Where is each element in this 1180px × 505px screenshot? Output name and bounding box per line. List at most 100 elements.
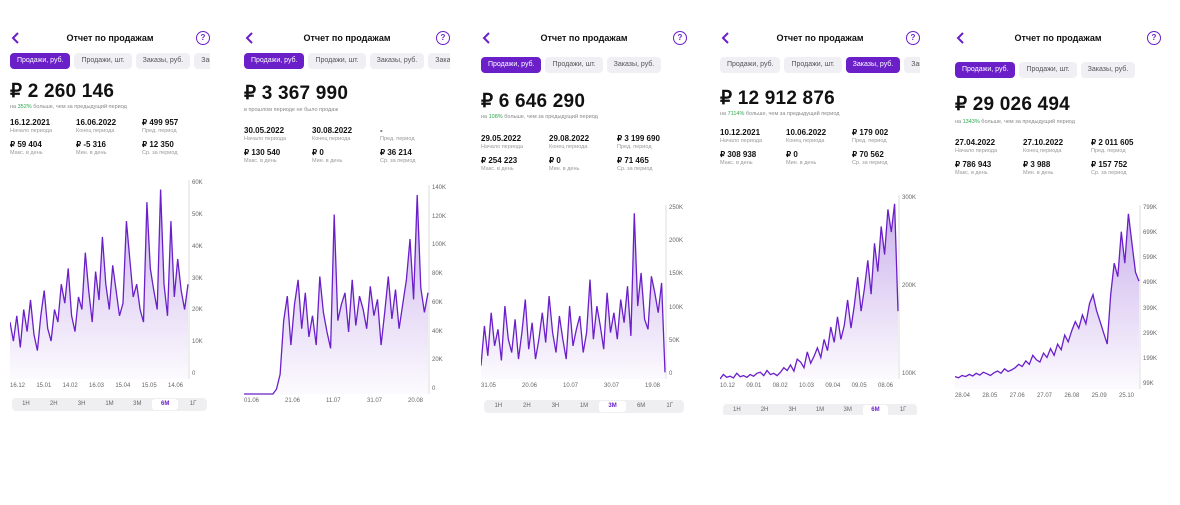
y-tick-label: 50K xyxy=(192,211,203,218)
stat-value: 29.05.2022 xyxy=(481,134,522,143)
period-6[interactable]: 6М xyxy=(862,405,889,415)
x-tick-label: 27.06 xyxy=(1009,393,1025,399)
tab-1[interactable]: Продажи, руб. xyxy=(244,53,305,69)
help-icon[interactable]: ? xyxy=(1147,31,1161,45)
x-tick-label: 26.08 xyxy=(1064,393,1080,399)
stat-1: 30.05.2022 Начало периода xyxy=(244,126,286,142)
tab-1[interactable]: Продажи, руб. xyxy=(481,57,542,73)
page-title: Отчет по продажам xyxy=(1014,33,1102,43)
tab-1[interactable]: Продажи, руб. xyxy=(955,62,1016,78)
period-6[interactable]: 6М xyxy=(152,399,179,410)
period-3[interactable]: 3Н xyxy=(551,403,560,409)
screen-4: Отчет по продажам ? Продажи, руб. Продажи… xyxy=(720,30,920,415)
stat-value: ₽ 12 350 xyxy=(142,140,174,149)
comparison-text: на 108% больше, чем за предыдущий период xyxy=(481,114,598,120)
period-6[interactable]: 6М xyxy=(636,403,646,409)
metric-tabs: Продажи, руб. Продажи, шт. Заказы, руб. xyxy=(481,57,665,73)
back-arrow-icon[interactable] xyxy=(955,31,969,45)
metric-tabs: Продажи, руб.Продажи, шт.Заказы, руб.Зак… xyxy=(10,53,210,69)
comparison-text: на 352% больше, чем за предыдущий период xyxy=(10,104,127,110)
help-icon[interactable]: ? xyxy=(673,31,687,45)
stat-5: ₽ 0 Мин. в день xyxy=(549,156,579,172)
tab-4[interactable]: Заказы, шт. xyxy=(428,53,450,69)
period-1[interactable]: 1Н xyxy=(22,401,30,407)
period-3[interactable]: 3Н xyxy=(788,407,797,413)
x-tick-label: 28.04 xyxy=(955,393,971,399)
period-1[interactable]: 1Н xyxy=(733,407,741,413)
stat-3: ₽ 499 957 Пред. период xyxy=(142,118,178,134)
header: Отчет по продажам ? xyxy=(10,30,210,48)
page-title: Отчет по продажам xyxy=(66,33,154,43)
stat-label: Ср. за период xyxy=(1091,170,1127,176)
x-tick-label: 09.04 xyxy=(825,383,841,389)
period-7[interactable]: 1Г xyxy=(666,403,673,409)
y-tick-label: 699K xyxy=(1143,230,1158,237)
help-icon[interactable]: ? xyxy=(196,31,210,45)
stat-label: Конец периода xyxy=(786,138,825,144)
back-arrow-icon[interactable] xyxy=(720,31,734,45)
stat-2: 16.06.2022 Конец периода xyxy=(76,118,116,134)
stat-4: ₽ 308 938 Макс. в день xyxy=(720,150,756,166)
area-fill xyxy=(955,213,1139,389)
tab-1[interactable]: Продажи, руб. xyxy=(720,57,781,73)
x-tick-label: 27.07 xyxy=(1037,393,1053,399)
y-tick-label: 799K xyxy=(1143,205,1158,211)
tab-3[interactable]: Заказы, руб. xyxy=(845,57,901,73)
stat-value: 10.06.2022 xyxy=(786,128,827,137)
tab-3[interactable]: Заказы, руб. xyxy=(369,53,425,69)
screen-2: Отчет по продажам ? Продажи, руб. Продажи… xyxy=(244,30,450,415)
area-fill xyxy=(481,213,665,379)
x-tick-label: 31.07 xyxy=(367,398,383,404)
y-tick-label: 0 xyxy=(669,371,673,377)
stat-label: Конец периода xyxy=(1023,148,1062,154)
x-tick-label: 16.03 xyxy=(89,383,105,389)
period-selector: 1Н 2Н 3Н 1М 3М 6М 1Г xyxy=(723,404,917,415)
tab-4[interactable]: Заказы, шт. xyxy=(904,57,920,73)
period-7[interactable]: 1Г xyxy=(189,401,197,407)
tab-2[interactable]: Продажи, шт. xyxy=(545,57,603,73)
period-5[interactable]: 3М xyxy=(599,401,626,412)
help-icon[interactable]: ? xyxy=(436,31,450,45)
y-tick-label: 199K xyxy=(1143,355,1158,362)
tab-2[interactable]: Продажи, шт. xyxy=(1019,62,1077,78)
x-tick-label: 25.10 xyxy=(1119,393,1135,399)
tab-2[interactable]: Продажи, шт. xyxy=(308,53,366,69)
period-2[interactable]: 2Н xyxy=(49,401,58,407)
page-title: Отчет по продажам xyxy=(303,33,391,43)
period-5[interactable]: 3М xyxy=(133,401,142,407)
tab-3[interactable]: Заказы, руб. xyxy=(135,53,191,69)
period-4[interactable]: 1М xyxy=(579,403,589,409)
help-icon[interactable]: ? xyxy=(906,31,920,45)
tab-3[interactable]: Заказы, руб. xyxy=(606,57,662,73)
tab-4[interactable]: Заказы, шт. xyxy=(194,53,210,69)
y-tick-label: 100K xyxy=(902,371,917,377)
stat-label: Мин. в день xyxy=(549,166,580,172)
x-tick-label: 20.06 xyxy=(522,383,538,389)
period-3[interactable]: 3Н xyxy=(77,401,86,407)
period-5[interactable]: 3М xyxy=(843,407,852,413)
y-tick-label: 599K xyxy=(1143,255,1158,262)
tab-2[interactable]: Продажи, шт. xyxy=(74,53,132,69)
period-7[interactable]: 1Г xyxy=(899,407,907,413)
x-tick-label: 14.02 xyxy=(62,383,78,389)
stat-6: ₽ 157 752 Ср. за период xyxy=(1091,160,1127,176)
back-arrow-icon[interactable] xyxy=(481,31,495,45)
period-selector: 1Н 2Н 3Н 1М 3М 6М 1Г xyxy=(12,398,207,411)
stat-label: Мин. в день xyxy=(76,150,107,156)
total-amount: ₽ 3 367 990 xyxy=(244,83,349,104)
period-1[interactable]: 1Н xyxy=(494,403,503,409)
tab-3[interactable]: Заказы, руб. xyxy=(1080,62,1136,78)
period-4[interactable]: 1М xyxy=(105,401,114,407)
stat-label: Конец периода xyxy=(312,136,351,142)
back-arrow-icon[interactable] xyxy=(244,31,258,45)
y-tick-label: 150K xyxy=(669,271,684,278)
tab-2[interactable]: Продажи, шт. xyxy=(784,57,842,73)
back-arrow-icon[interactable] xyxy=(10,31,24,45)
period-4[interactable]: 1М xyxy=(815,407,825,413)
x-tick-label: 25.09 xyxy=(1091,393,1107,399)
period-2[interactable]: 2Н xyxy=(760,407,769,413)
tab-1[interactable]: Продажи, руб. xyxy=(10,53,71,69)
period-2[interactable]: 2Н xyxy=(523,403,531,409)
stat-6: ₽ 36 214 Ср. за период xyxy=(380,148,416,164)
x-tick-label: 30.07 xyxy=(604,383,620,389)
